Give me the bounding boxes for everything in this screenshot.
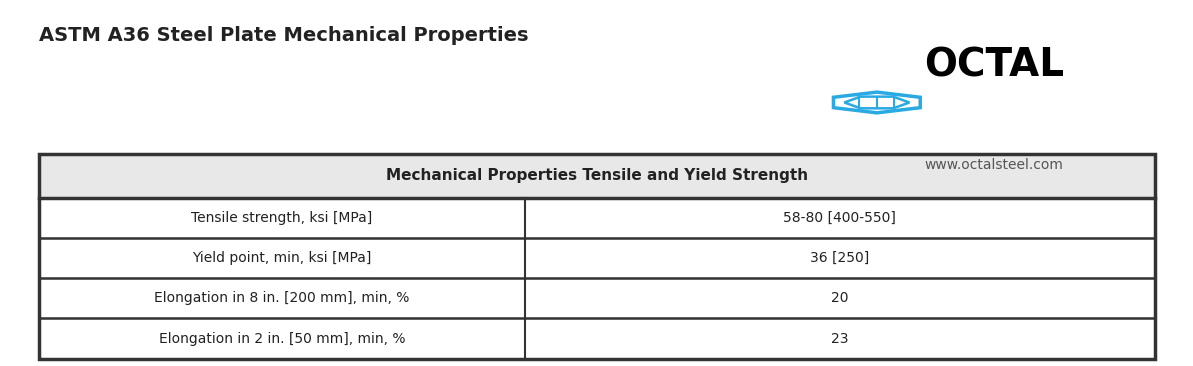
Bar xyxy=(39,198,1155,238)
Text: www.octalsteel.com: www.octalsteel.com xyxy=(925,158,1063,172)
Text: Elongation in 2 in. [50 mm], min, %: Elongation in 2 in. [50 mm], min, % xyxy=(159,332,406,346)
Bar xyxy=(39,238,1155,278)
Bar xyxy=(39,154,1155,359)
Text: 36 [250]: 36 [250] xyxy=(810,251,870,265)
Bar xyxy=(39,318,1155,359)
Text: 58-80 [400-550]: 58-80 [400-550] xyxy=(784,211,896,225)
Bar xyxy=(39,154,1155,198)
Text: Mechanical Properties Tensile and Yield Strength: Mechanical Properties Tensile and Yield … xyxy=(387,168,808,183)
Text: 20: 20 xyxy=(832,291,848,305)
Text: Yield point, min, ksi [MPa]: Yield point, min, ksi [MPa] xyxy=(192,251,372,265)
Text: ASTM A36 Steel Plate Mechanical Properties: ASTM A36 Steel Plate Mechanical Properti… xyxy=(39,26,528,45)
Bar xyxy=(39,278,1155,318)
Text: Elongation in 8 in. [200 mm], min, %: Elongation in 8 in. [200 mm], min, % xyxy=(154,291,409,305)
Text: Tensile strength, ksi [MPa]: Tensile strength, ksi [MPa] xyxy=(191,211,372,225)
Text: OCTAL: OCTAL xyxy=(925,47,1064,85)
Text: 23: 23 xyxy=(832,332,848,346)
